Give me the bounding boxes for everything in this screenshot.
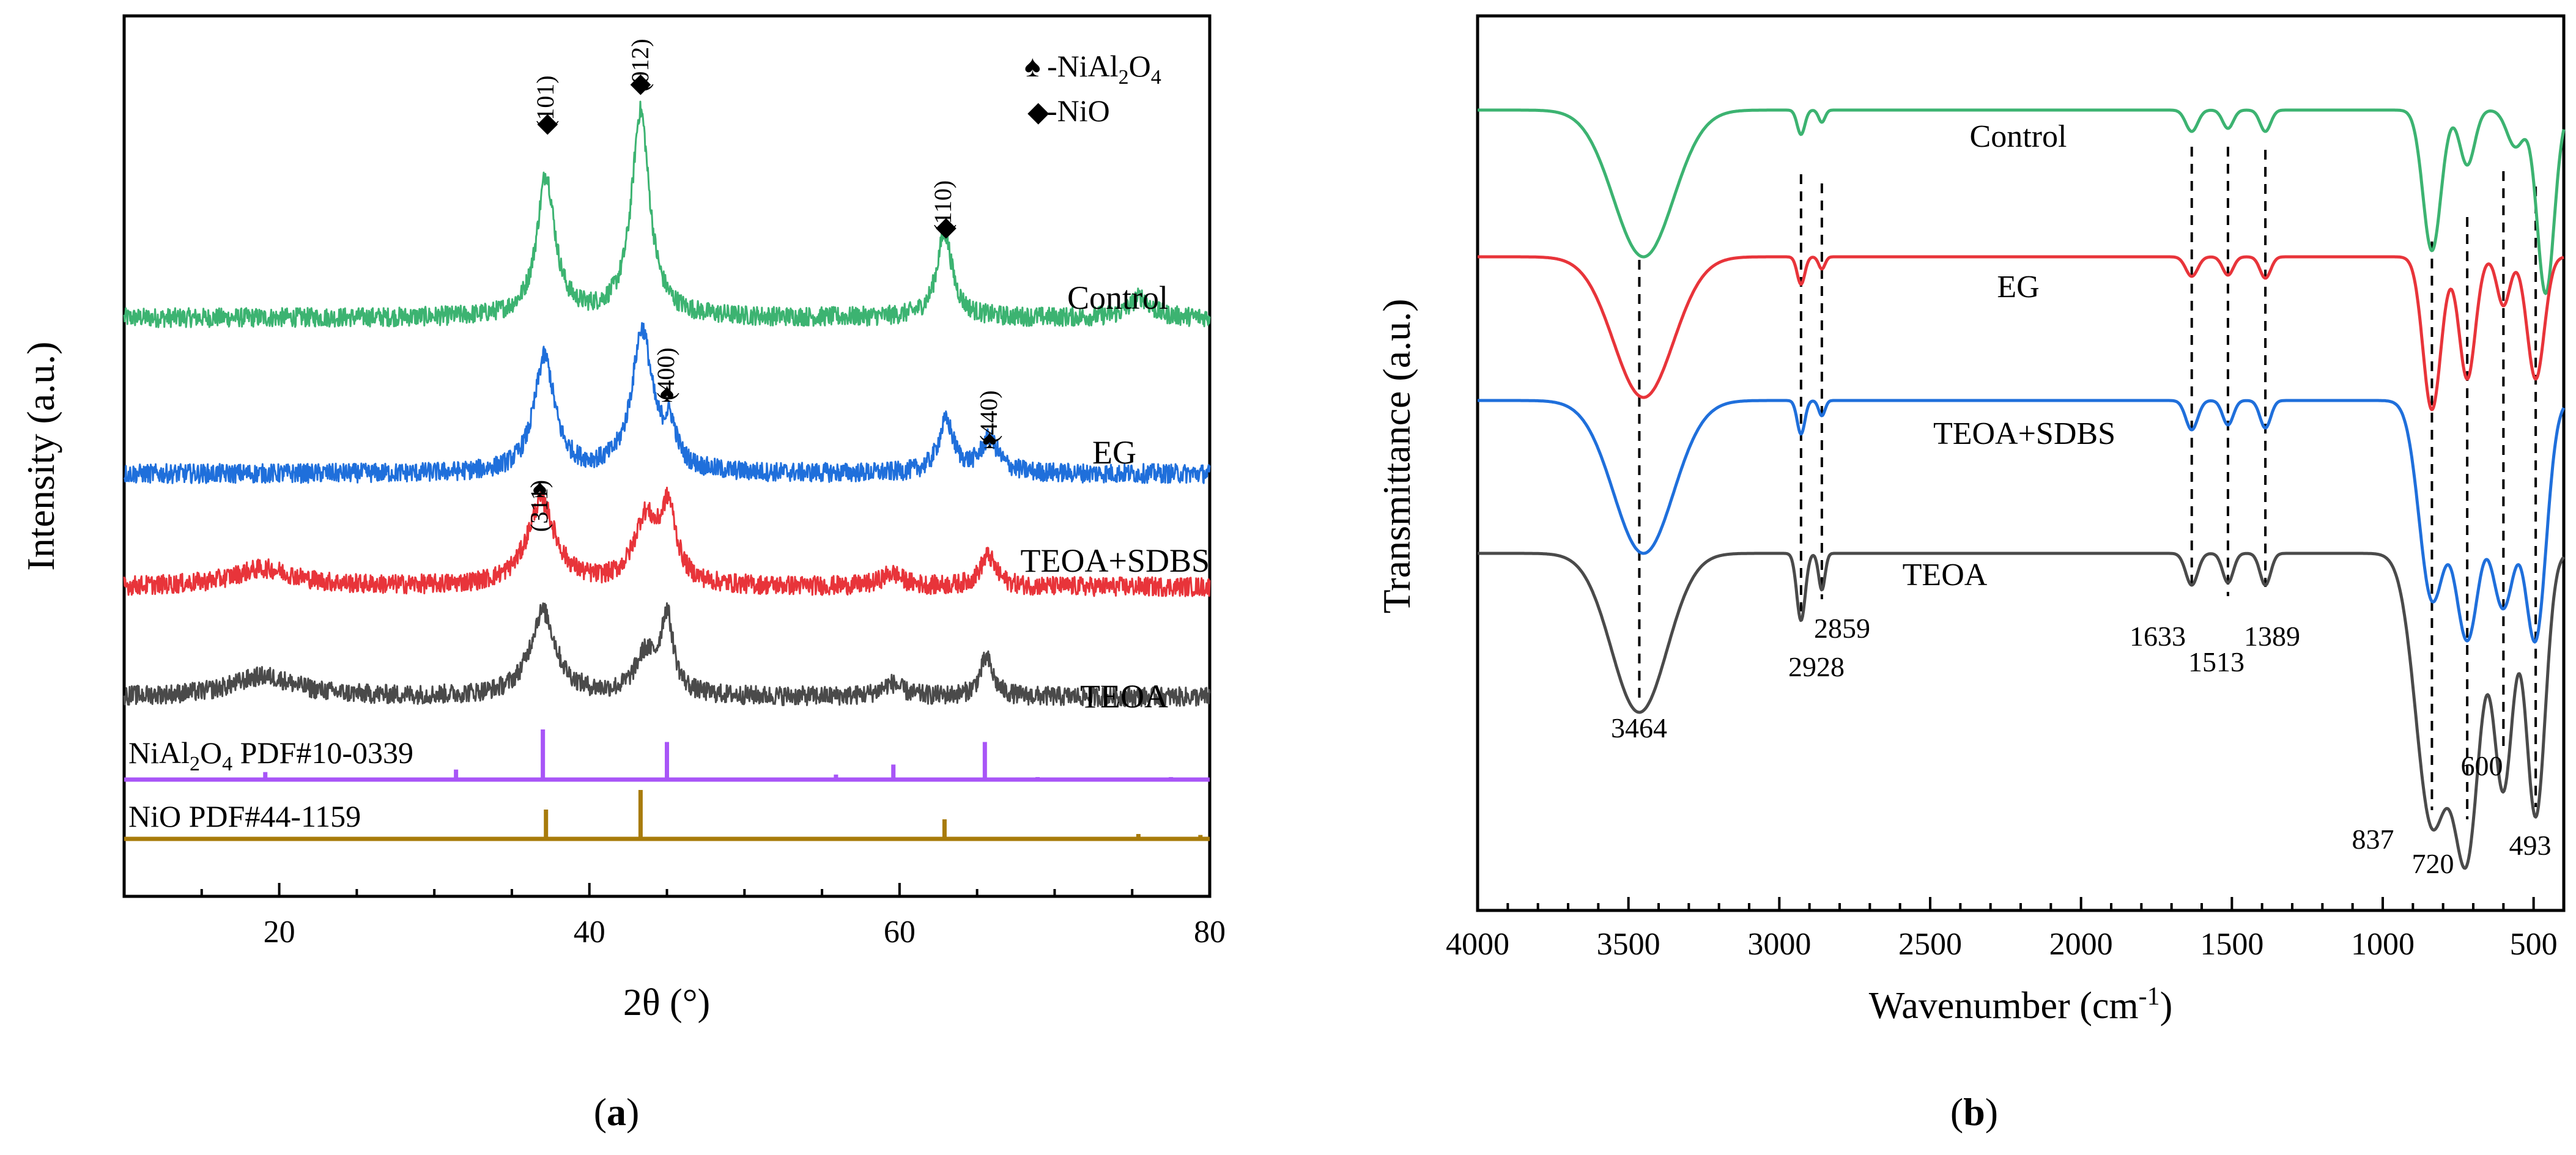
ftir-series-teoa bbox=[1477, 552, 2565, 870]
xrd-x-tick-label: 40 bbox=[574, 915, 605, 950]
xrd-series-label: EG bbox=[1092, 434, 1136, 471]
peak-label: (440) bbox=[975, 390, 1002, 443]
peak-label: (110) bbox=[929, 180, 957, 232]
xrd-series-eg bbox=[123, 322, 1211, 484]
peak-marker: ◆ bbox=[537, 108, 558, 138]
xrd-reference-patterns: NiAl2O4 PDF#10-0339 NiO PDF#44-1159 bbox=[124, 729, 1210, 841]
ftir-series: Control EG TEOA+SDBS TEOA bbox=[1477, 108, 2566, 870]
ftir-x-tick-label: 2500 bbox=[1898, 927, 1962, 962]
legend-symbol-diamond: ◆ bbox=[1027, 96, 1049, 127]
ftir-series-label: EG bbox=[1997, 270, 2039, 304]
ftir-band-label: 493 bbox=[2509, 830, 2552, 861]
ftir-x-tick-label: 2000 bbox=[2049, 927, 2113, 962]
ftir-band-label: 1633 bbox=[2130, 621, 2186, 652]
xrd-y-axis-title: Intensity (a.u.) bbox=[19, 342, 62, 571]
ftir-series-label: TEOA bbox=[1903, 558, 1988, 592]
peak-label: (400) bbox=[652, 347, 679, 400]
xrd-x-tick-label: 20 bbox=[264, 915, 295, 950]
legend-label-nio: -NiO bbox=[1047, 94, 1110, 128]
peak-marker: ♠ bbox=[660, 378, 674, 408]
ftir-x-tick-label: 1000 bbox=[2351, 927, 2415, 962]
ftir-x-tick-label: 1500 bbox=[2200, 927, 2263, 962]
peak-label: (101) bbox=[531, 75, 559, 128]
xrd-legend: ♠ -NiAl2O4 ◆ -NiO bbox=[1024, 49, 1161, 128]
xrd-series-label: TEOA+SDBS bbox=[1021, 542, 1210, 579]
xrd-x-tick-label: 60 bbox=[884, 915, 916, 950]
peak-marker: ◆ bbox=[630, 68, 651, 98]
peak-label: (012) bbox=[626, 39, 654, 92]
xrd-x-ticks: 20 40 60 80 bbox=[123, 883, 1226, 950]
ftir-band-label: 720 bbox=[2412, 848, 2454, 879]
xrd-x-tick-label: 80 bbox=[1194, 915, 1226, 950]
xrd-series-label: Control bbox=[1067, 279, 1168, 316]
ftir-series-eg bbox=[1477, 255, 2564, 411]
peak-marker: ♠ bbox=[982, 424, 996, 454]
ftir-series-label: Control bbox=[1970, 119, 2067, 154]
reference-label-nio: NiO PDF#44-1159 bbox=[128, 799, 361, 833]
ftir-series-label: TEOA+SDBS bbox=[1933, 416, 2115, 451]
xrd-series-teoa bbox=[123, 602, 1211, 707]
xrd-series-label: TEOA bbox=[1080, 678, 1168, 715]
ftir-band-label: 2859 bbox=[1814, 613, 1870, 644]
peak-label: (311) bbox=[525, 480, 553, 532]
ftir-x-tick-label: 500 bbox=[2510, 927, 2558, 962]
xrd-annotations: ◆(101) ◆(012)◆(110)♠(400)♠(440)♠(311) bbox=[525, 39, 1002, 532]
legend-label-nial2o4: -NiAl2O4 bbox=[1047, 49, 1161, 89]
ftir-band-label: 1513 bbox=[2188, 646, 2245, 677]
ftir-band-label: 2928 bbox=[1788, 651, 1845, 682]
ftir-band-label: 1389 bbox=[2244, 621, 2300, 652]
xrd-series: Control EG TEOA+SDBS TEOA bbox=[123, 100, 1211, 715]
panel-label-b: (b) bbox=[1950, 1090, 1998, 1134]
ftir-panel: 4000 3500 3000 2500 2000 1500 1000 500 Control E… bbox=[1375, 14, 2566, 1134]
reference-label-nial2o4: NiAl2O4 PDF#10-0339 bbox=[128, 736, 413, 775]
ftir-series-control bbox=[1477, 108, 2566, 295]
peak-marker: ◆ bbox=[936, 212, 957, 242]
ftir-band-label: 600 bbox=[2461, 750, 2503, 781]
xrd-series-control bbox=[123, 100, 1211, 328]
ftir-y-axis-title: Transmittance (a.u.) bbox=[1375, 299, 1418, 614]
legend-symbol-spade: ♠ bbox=[1024, 49, 1041, 83]
ftir-x-tick-label: 3000 bbox=[1747, 927, 1811, 962]
panel-label-a: (a) bbox=[594, 1090, 640, 1134]
ftir-x-tick-label: 3500 bbox=[1597, 927, 1660, 962]
ftir-band-label: 837 bbox=[2352, 824, 2394, 855]
ftir-x-tick-label: 4000 bbox=[1446, 927, 1509, 962]
xrd-x-axis-title: 2θ (°) bbox=[623, 982, 710, 1024]
xrd-panel: 20 40 60 80 NiAl2O4 PDF#10-0339 NiO PDF#44-1… bbox=[19, 14, 1226, 1134]
peak-marker: ♠ bbox=[533, 473, 547, 503]
ftir-x-axis-title: Wavenumber (cm-1) bbox=[1869, 983, 2173, 1027]
ftir-series-teoa-sdbs bbox=[1477, 399, 2566, 644]
ftir-dashed-lines bbox=[1638, 147, 2537, 819]
xrd-series-teoa-sdbs bbox=[123, 487, 1211, 597]
ftir-band-label: 3464 bbox=[1611, 712, 1667, 744]
ftir-x-ticks: 4000 3500 3000 2500 2000 1500 1000 500 bbox=[1446, 897, 2565, 962]
